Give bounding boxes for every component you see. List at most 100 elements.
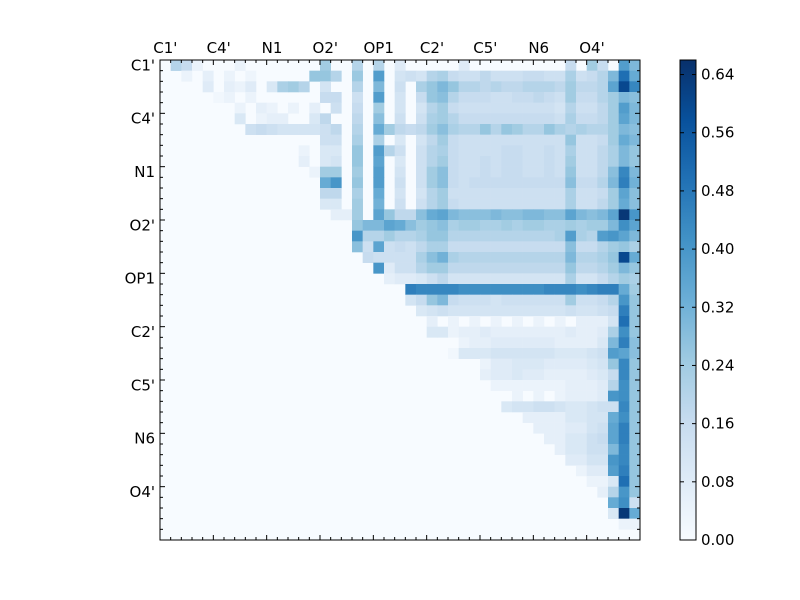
heatmap-cell [618, 102, 630, 114]
heatmap-cell [437, 209, 449, 221]
heatmap-cell [565, 198, 577, 210]
heatmap-cell [501, 188, 513, 199]
heatmap-cell [373, 230, 385, 242]
heatmap-cell [298, 156, 310, 167]
heatmap-cell [544, 92, 555, 103]
heatmap-cell [576, 124, 587, 135]
heatmap-cell [522, 81, 534, 93]
heatmap-cell [405, 70, 417, 82]
heatmap-cell [618, 369, 630, 381]
heatmap-cell [522, 401, 534, 413]
heatmap-cell [565, 262, 577, 274]
heatmap-cell [512, 156, 523, 167]
heatmap-cell [629, 241, 641, 253]
heatmap-cell [597, 145, 609, 157]
heatmap-cell [597, 486, 609, 498]
heatmap-cell [512, 134, 523, 146]
heatmap-cell [490, 198, 502, 210]
heatmap-cell [554, 145, 566, 157]
heatmap-cell [512, 337, 523, 349]
heatmap-cell [373, 166, 385, 178]
heatmap-cell [490, 113, 502, 125]
heatmap-cell [448, 113, 459, 125]
heatmap-cell [458, 92, 470, 103]
heatmap-cell [608, 220, 619, 231]
heatmap-cell [629, 358, 641, 370]
colorbar-tick-label: 0.08 [701, 473, 734, 491]
heatmap-cell [394, 92, 406, 103]
heatmap-cell [458, 70, 470, 82]
heatmap-cell [405, 273, 417, 285]
heatmap-cell [608, 497, 619, 509]
heatmap-cell [544, 166, 555, 178]
heatmap-cell [469, 209, 481, 221]
heatmap-cell [512, 401, 523, 413]
y-axis-tick-labels: C1' C4' N1 O2' OP1 C2' C5' N6 O4' [125, 56, 155, 501]
heatmap-cell [266, 113, 278, 125]
heatmap-cell [501, 241, 513, 253]
heatmap-cell [480, 294, 491, 306]
heatmap-cell [533, 92, 545, 103]
heatmap-cell [608, 337, 619, 349]
heatmap-cell [618, 220, 630, 231]
heatmap-cell [629, 294, 641, 306]
y-tick-label: O2' [130, 216, 155, 234]
heatmap-cell [501, 81, 513, 93]
heatmap-cell [522, 209, 534, 221]
heatmap-cell [522, 156, 534, 167]
heatmap-cell [352, 220, 363, 231]
heatmap-cell [522, 358, 534, 370]
heatmap-cell [448, 177, 459, 189]
heatmap-cell [458, 188, 470, 199]
heatmap-cell [352, 92, 363, 103]
heatmap-cell [480, 134, 491, 146]
heatmap-cell [448, 241, 459, 253]
heatmap-cell [618, 230, 630, 242]
heatmap-cell [597, 476, 609, 487]
heatmap-cell [469, 348, 481, 359]
heatmap-cell [288, 81, 299, 93]
heatmap-cell [618, 444, 630, 455]
heatmap-cell [576, 412, 587, 423]
heatmap-cell [320, 124, 331, 135]
heatmap-cell [480, 273, 491, 285]
heatmap-cell [629, 188, 641, 199]
heatmap-cell [490, 81, 502, 93]
heatmap-cell [384, 273, 395, 285]
heatmap-cell [448, 134, 459, 146]
heatmap-cell [618, 134, 630, 146]
heatmap-cell [202, 81, 214, 93]
heatmap-cell [469, 284, 481, 295]
heatmap-cell [469, 252, 481, 263]
heatmap-cell [373, 134, 385, 146]
heatmap-cell [554, 348, 566, 359]
colorbar-tick-label: 0.56 [701, 124, 734, 142]
heatmap-cell [597, 70, 609, 82]
heatmap-cell [597, 444, 609, 455]
heatmap-cell [277, 81, 289, 93]
heatmap-cell [629, 166, 641, 178]
heatmap-cell [469, 134, 481, 146]
heatmap-cell [597, 273, 609, 285]
heatmap-cell [501, 113, 513, 125]
heatmap-cell [618, 273, 630, 285]
heatmap-cell [458, 209, 470, 221]
heatmap-cell [597, 230, 609, 242]
heatmap-cell [533, 70, 545, 82]
heatmap-cell [576, 177, 587, 189]
heatmap-cell [384, 124, 395, 135]
colorbar-tick-label: 0.24 [701, 357, 734, 375]
heatmap-cell [458, 102, 470, 114]
heatmap-cell [490, 337, 502, 349]
heatmap-cell [416, 305, 427, 317]
heatmap-cell [394, 102, 406, 114]
heatmap-cell [554, 262, 566, 274]
heatmap-cell [480, 145, 491, 157]
heatmap-cell [448, 348, 459, 359]
heatmap-cell [458, 113, 470, 125]
heatmap-cell [426, 113, 438, 125]
heatmap-cell [554, 433, 566, 445]
heatmap-cell [608, 230, 619, 242]
heatmap-cell [608, 433, 619, 445]
heatmap-cell [576, 81, 587, 93]
